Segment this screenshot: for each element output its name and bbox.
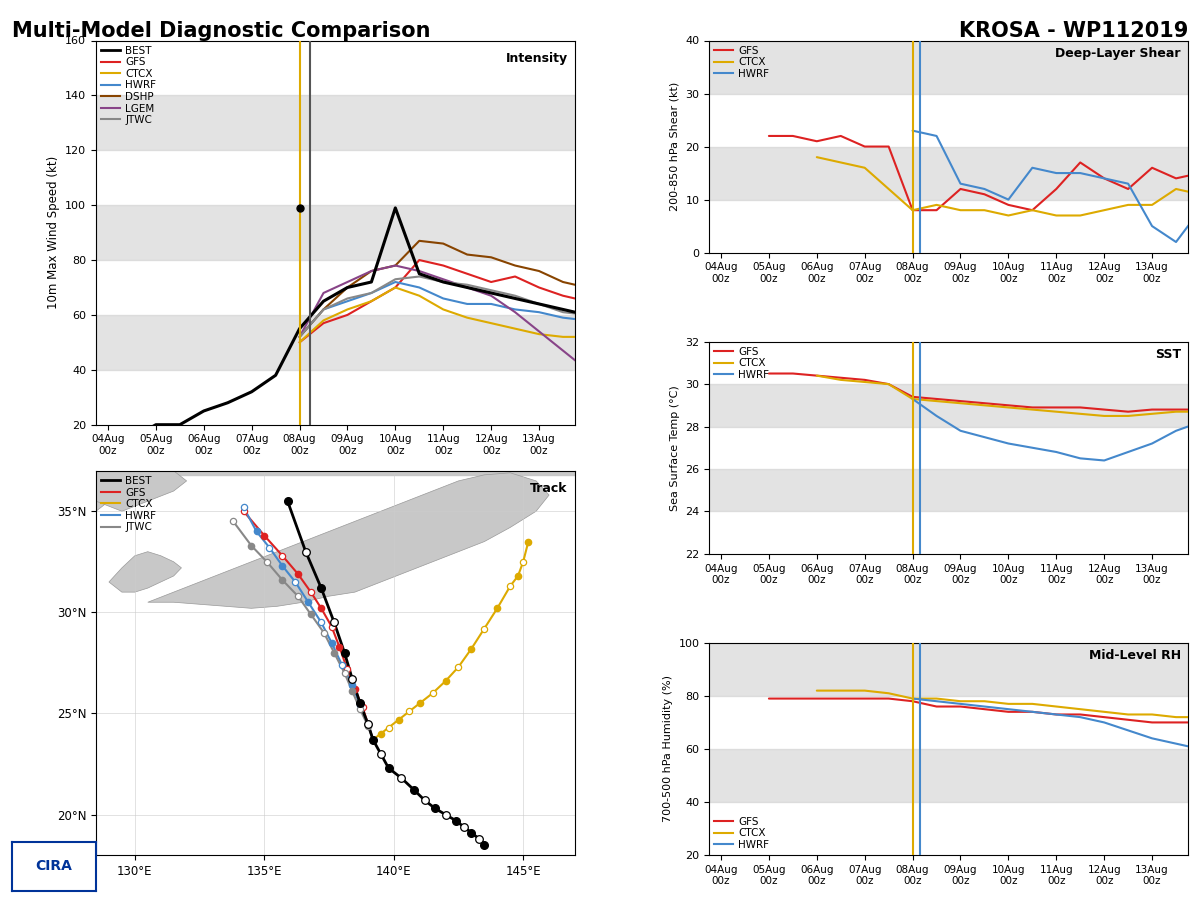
Text: SST: SST	[1154, 348, 1181, 361]
Bar	[96, 315, 575, 370]
Bar	[709, 643, 1188, 696]
Text: Multi-Model Diagnostic Comparison: Multi-Model Diagnostic Comparison	[12, 21, 431, 40]
Polygon shape	[148, 472, 550, 608]
Text: Intensity: Intensity	[505, 52, 568, 65]
Legend: BEST, GFS, CTCX, HWRF, DSHP, LGEM, JTWC: BEST, GFS, CTCX, HWRF, DSHP, LGEM, JTWC	[100, 43, 158, 127]
Polygon shape	[96, 471, 187, 511]
Legend: GFS, CTCX, HWRF: GFS, CTCX, HWRF	[712, 814, 772, 852]
Legend: BEST, GFS, CTCX, HWRF, JTWC: BEST, GFS, CTCX, HWRF, JTWC	[100, 474, 158, 535]
Polygon shape	[109, 552, 181, 592]
Y-axis label: Sea Surface Temp (°C): Sea Surface Temp (°C)	[670, 385, 679, 510]
Text: CIRA: CIRA	[36, 860, 72, 873]
Y-axis label: 10m Max Wind Speed (kt): 10m Max Wind Speed (kt)	[47, 156, 60, 310]
Bar	[96, 205, 575, 260]
Y-axis label: 700-500 hPa Humidity (%): 700-500 hPa Humidity (%)	[662, 675, 673, 823]
Polygon shape	[96, 471, 601, 475]
Text: Track: Track	[530, 482, 568, 495]
Bar	[709, 469, 1188, 511]
Text: KROSA - WP112019: KROSA - WP112019	[959, 21, 1188, 40]
Bar	[709, 749, 1188, 802]
Legend: GFS, CTCX, HWRF: GFS, CTCX, HWRF	[712, 43, 772, 81]
Y-axis label: 200-850 hPa Shear (kt): 200-850 hPa Shear (kt)	[670, 82, 679, 212]
Bar	[709, 40, 1188, 94]
Bar	[709, 147, 1188, 200]
Text: Mid-Level RH: Mid-Level RH	[1088, 649, 1181, 662]
Text: Deep-Layer Shear: Deep-Layer Shear	[1055, 47, 1181, 60]
Bar	[96, 95, 575, 150]
Legend: GFS, CTCX, HWRF: GFS, CTCX, HWRF	[712, 345, 772, 382]
Bar	[709, 384, 1188, 427]
Polygon shape	[18, 475, 116, 547]
